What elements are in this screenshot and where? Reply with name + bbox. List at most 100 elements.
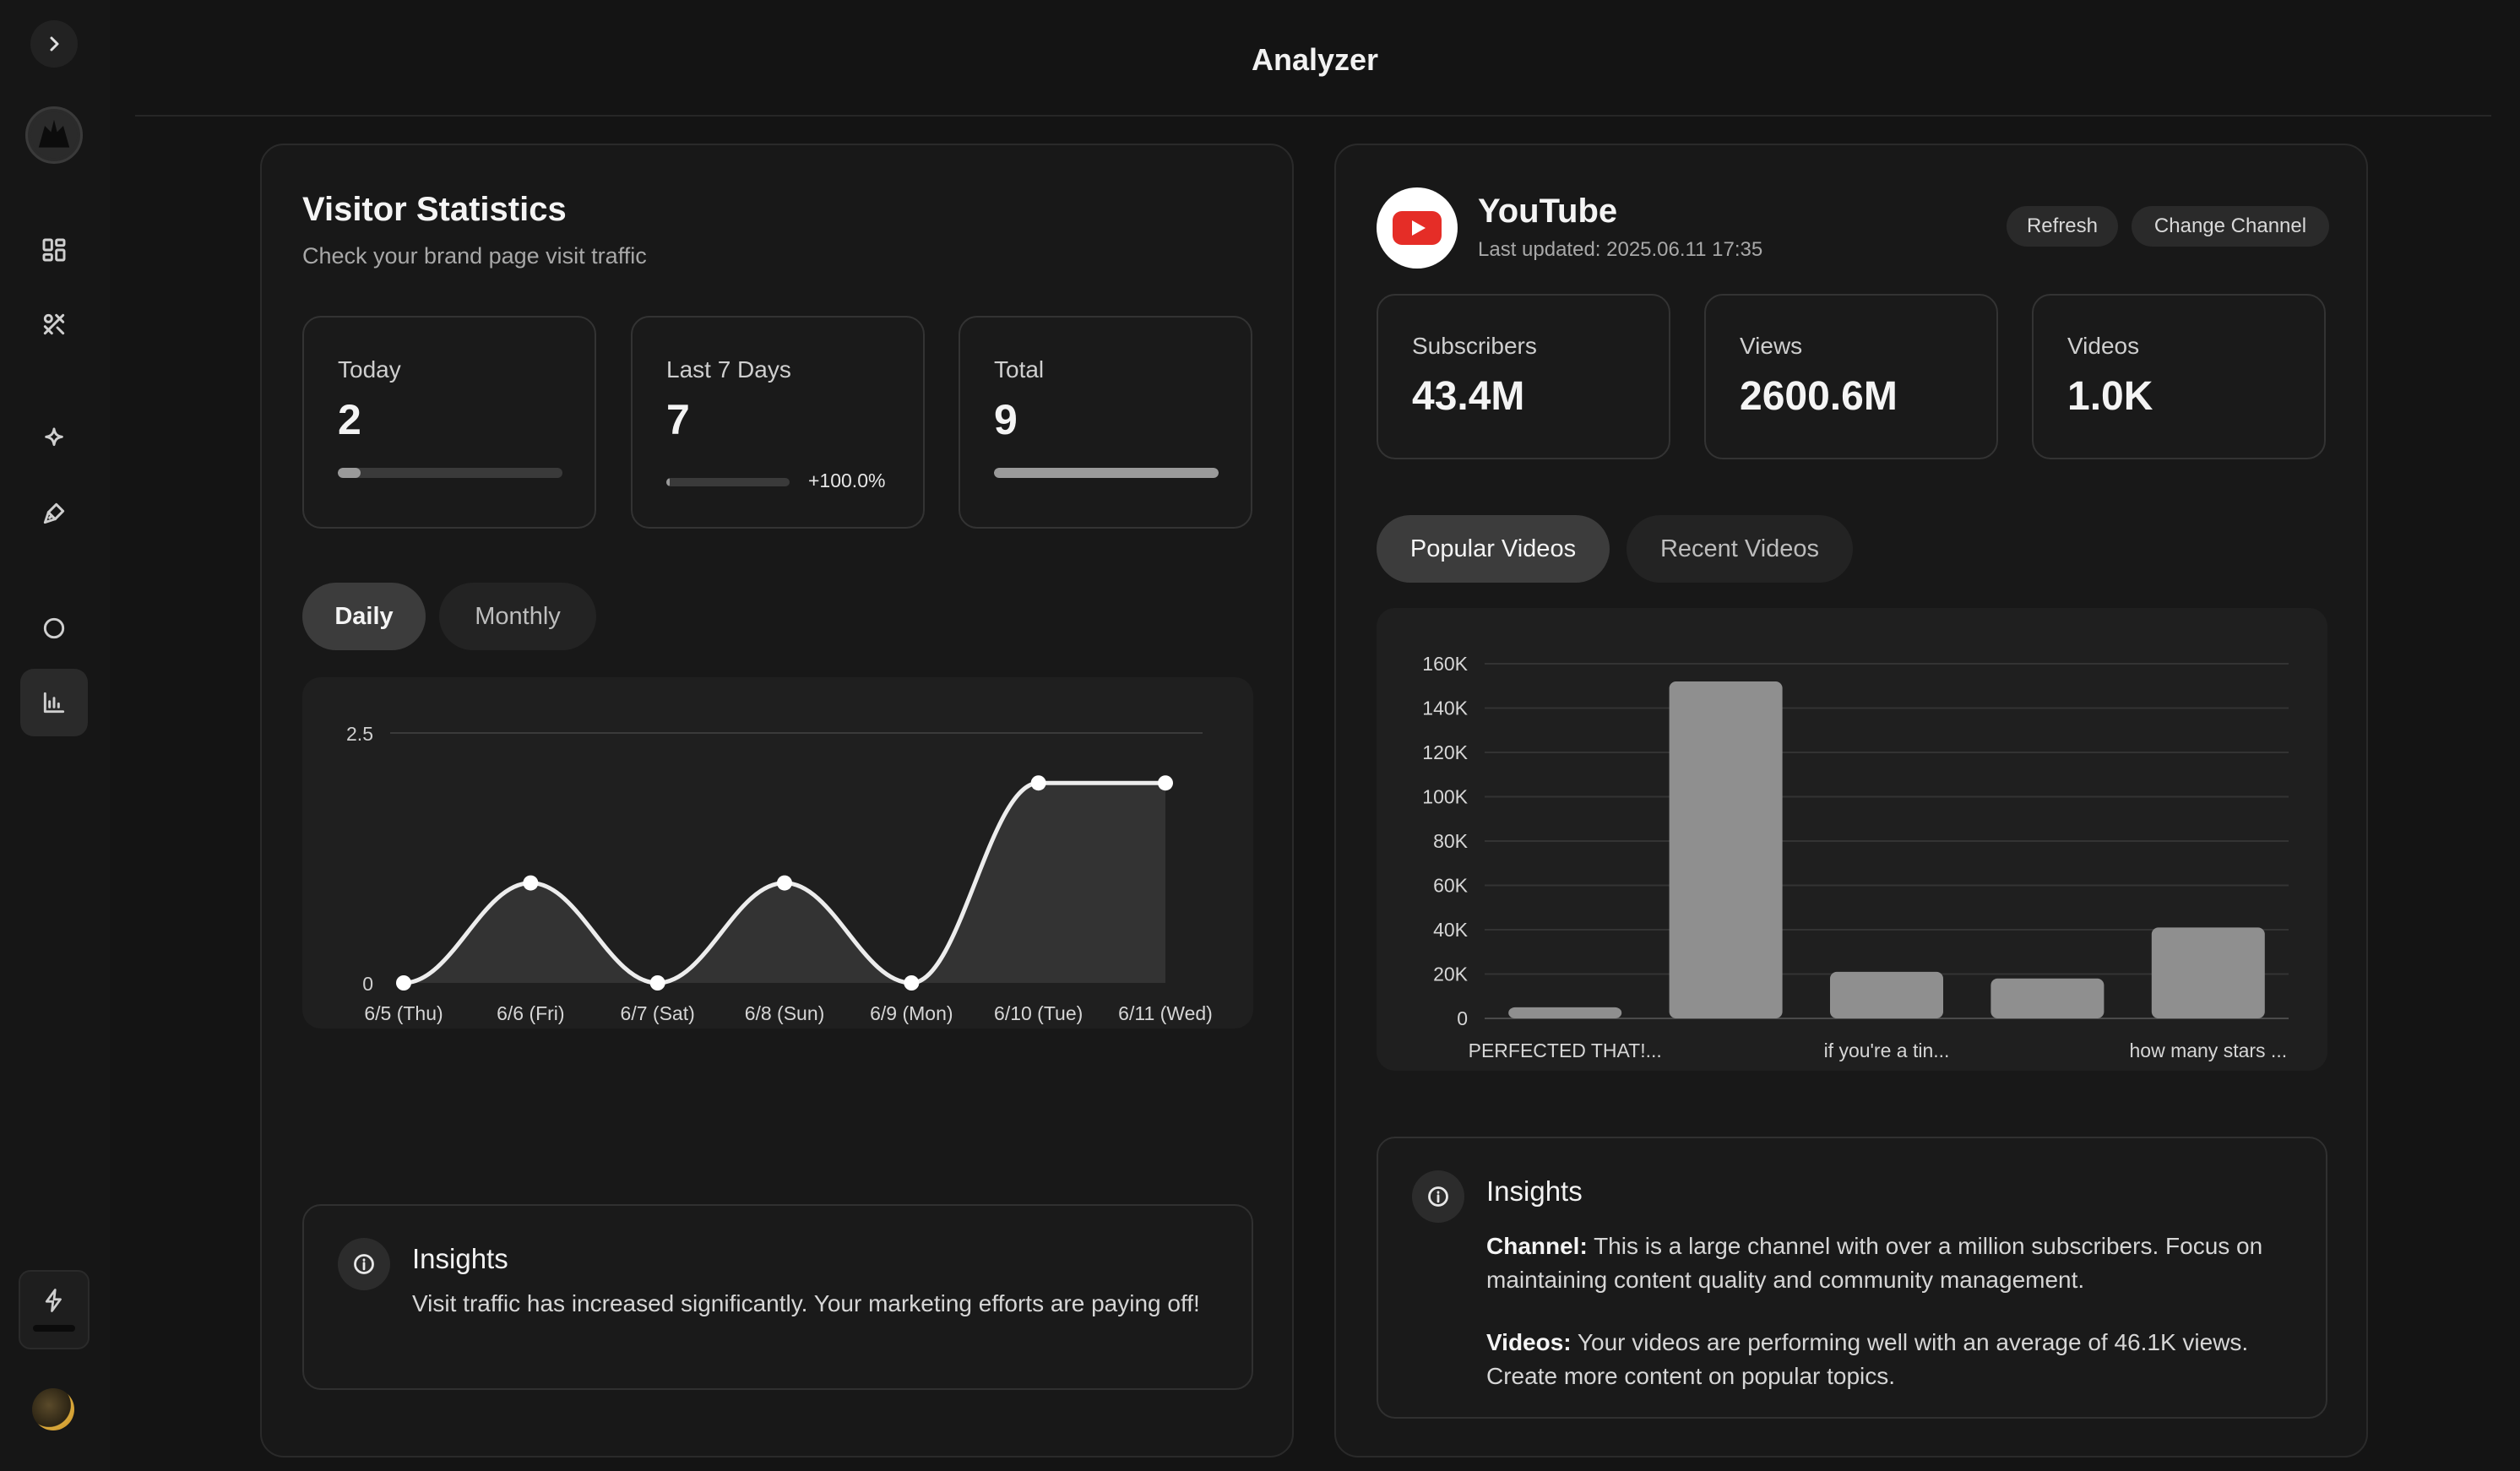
- stat-card-today: Today 2: [302, 316, 596, 529]
- sidebar-item-circle[interactable]: [20, 594, 88, 662]
- channel-insight-text: This is a large channel with over a mill…: [1486, 1233, 2263, 1293]
- stat-label: Views: [1740, 333, 1803, 359]
- stat-value: 9: [994, 396, 1018, 443]
- sidebar-item-tools[interactable]: [20, 290, 88, 358]
- sidebar-item-design[interactable]: [20, 480, 88, 547]
- bar: [1508, 1007, 1622, 1018]
- videos-insight-label: Videos:: [1486, 1329, 1572, 1355]
- tab-recent-videos[interactable]: Recent Videos: [1627, 515, 1853, 583]
- stat-label: Videos: [2067, 333, 2140, 359]
- x-tick-label: PERFECTED THAT!...: [1469, 1039, 1662, 1061]
- expand-sidebar-button[interactable]: [30, 20, 78, 68]
- stat-card-total: Total 9: [959, 316, 1252, 529]
- bar: [1669, 681, 1783, 1018]
- sparkle-icon: [45, 427, 63, 447]
- videos-insight: Videos: Your videos are performing well …: [1486, 1326, 2297, 1393]
- stat-progress-fill: [994, 468, 1219, 478]
- stat-value: 7: [666, 396, 690, 443]
- y-tick-label: 160K: [1422, 653, 1468, 675]
- visitor-title: Visitor Statistics: [302, 191, 567, 228]
- brand-logo[interactable]: [25, 106, 83, 164]
- youtube-stat-videos: Videos 1.0K: [2032, 294, 2326, 459]
- visitor-subtitle: Check your brand page visit traffic: [302, 243, 647, 269]
- credits-widget[interactable]: [19, 1270, 90, 1349]
- youtube-panel: YouTube Last updated: 2025.06.11 17:35 R…: [1334, 144, 2368, 1457]
- data-point: [904, 975, 920, 991]
- stat-value: 2600.6M: [1740, 374, 1898, 419]
- stat-label: Subscribers: [1412, 333, 1537, 359]
- insights-text: Visit traffic has increased significantl…: [412, 1290, 1200, 1316]
- stat-change-percent: +100.0%: [808, 470, 886, 491]
- stat-card-last-7-days: Last 7 Days 7 +100.0%: [631, 316, 925, 529]
- x-tick-label: 6/11 (Wed): [1118, 1002, 1213, 1024]
- channel-insight-label: Channel:: [1486, 1233, 1588, 1259]
- data-point: [396, 975, 411, 991]
- insights-title: Insights: [412, 1243, 508, 1274]
- tab-monthly[interactable]: Monthly: [439, 583, 596, 650]
- visitor-insights: Insights Visit traffic has increased sig…: [302, 1204, 1253, 1390]
- x-tick-label: if you're a tin...: [1824, 1039, 1950, 1061]
- credits-bar: [33, 1325, 75, 1332]
- bar: [1990, 978, 2105, 1018]
- tab-daily[interactable]: Daily: [302, 583, 426, 650]
- youtube-title: YouTube: [1478, 193, 1618, 230]
- videos-insight-text: Your videos are performing well with an …: [1486, 1329, 2249, 1389]
- stat-progress-bar: [666, 478, 790, 486]
- stat-label: Total: [994, 356, 1045, 383]
- y-tick-label: 60K: [1433, 875, 1469, 897]
- stat-progress-bar: [994, 468, 1219, 478]
- y-tick-label: 0: [1457, 1007, 1468, 1029]
- visitor-chart: 0 2.5 6/5 (Thu) 6/6 (Fri) 6/7 (Sat) 6/8 (Sun)…: [302, 677, 1253, 1029]
- stat-progress-fill: [666, 478, 671, 486]
- youtube-stat-views: Views 2600.6M: [1704, 294, 1998, 459]
- popular-videos-chart: 0 20K 40K 60K 80K 100K 120K 140K 160K PERFECTED T…: [1377, 608, 2327, 1071]
- x-tick-label: 6/9 (Mon): [870, 1002, 953, 1024]
- x-tick-label: 6/6 (Fri): [497, 1002, 565, 1024]
- page-title: Analyzer: [1251, 42, 1379, 77]
- bar-chart-icon: [43, 692, 65, 714]
- header-divider: [135, 115, 2491, 117]
- bar: [2151, 927, 2265, 1018]
- data-point: [649, 975, 665, 991]
- y-tick-label: 80K: [1433, 830, 1469, 852]
- youtube-insights: Insights Channel: This is a large channe…: [1377, 1137, 2327, 1419]
- y-tick-label: 140K: [1422, 698, 1468, 719]
- refresh-button[interactable]: Refresh: [2007, 206, 2118, 247]
- y-tick-label: 100K: [1422, 786, 1468, 808]
- sidebar-item-analyzer[interactable]: [20, 669, 88, 736]
- circle-icon: [43, 617, 65, 639]
- stat-progress-fill: [338, 468, 361, 478]
- x-tick-label: how many stars ...: [2129, 1039, 2287, 1061]
- sidebar-item-dashboard[interactable]: [20, 216, 88, 284]
- y-tick-label: 2.5: [346, 723, 373, 745]
- tools-icon: [43, 313, 65, 335]
- change-channel-button[interactable]: Change Channel: [2132, 206, 2329, 247]
- data-point: [523, 875, 539, 891]
- data-point: [777, 875, 792, 891]
- insights-title: Insights: [1486, 1175, 1583, 1207]
- brush-icon: [43, 502, 65, 524]
- bar: [1830, 971, 1943, 1018]
- stat-progress-bar: [338, 468, 562, 478]
- x-tick-label: 6/5 (Thu): [364, 1002, 443, 1024]
- y-tick-label: 0: [362, 973, 373, 995]
- y-tick-label: 120K: [1422, 741, 1468, 763]
- youtube-logo: [1377, 187, 1458, 269]
- bolt-icon: [45, 1289, 62, 1312]
- last-updated: Last updated: 2025.06.11 17:35: [1478, 238, 1763, 261]
- dashboard-icon: [42, 238, 66, 262]
- video-bar-chart: 0 20K 40K 60K 80K 100K 120K 140K 160K PERFECTED T…: [1422, 653, 2289, 1061]
- x-tick-label: 6/7 (Sat): [621, 1002, 695, 1024]
- visitor-line-chart: 0 2.5 6/5 (Thu) 6/6 (Fri) 6/7 (Sat) 6/8 (Sun)…: [346, 723, 1213, 1024]
- data-point: [1030, 775, 1046, 791]
- user-avatar[interactable]: [32, 1388, 74, 1430]
- channel-insight: Channel: This is a large channel with ov…: [1486, 1229, 2297, 1297]
- stat-value: 43.4M: [1412, 374, 1525, 419]
- sidebar-item-ai[interactable]: [20, 405, 88, 473]
- y-tick-label: 40K: [1433, 919, 1469, 941]
- x-tick-label: 6/10 (Tue): [994, 1002, 1083, 1024]
- tab-popular-videos[interactable]: Popular Videos: [1377, 515, 1610, 583]
- info-icon: [338, 1238, 390, 1290]
- y-tick-label: 20K: [1433, 963, 1469, 985]
- chevron-right-icon: [50, 36, 59, 52]
